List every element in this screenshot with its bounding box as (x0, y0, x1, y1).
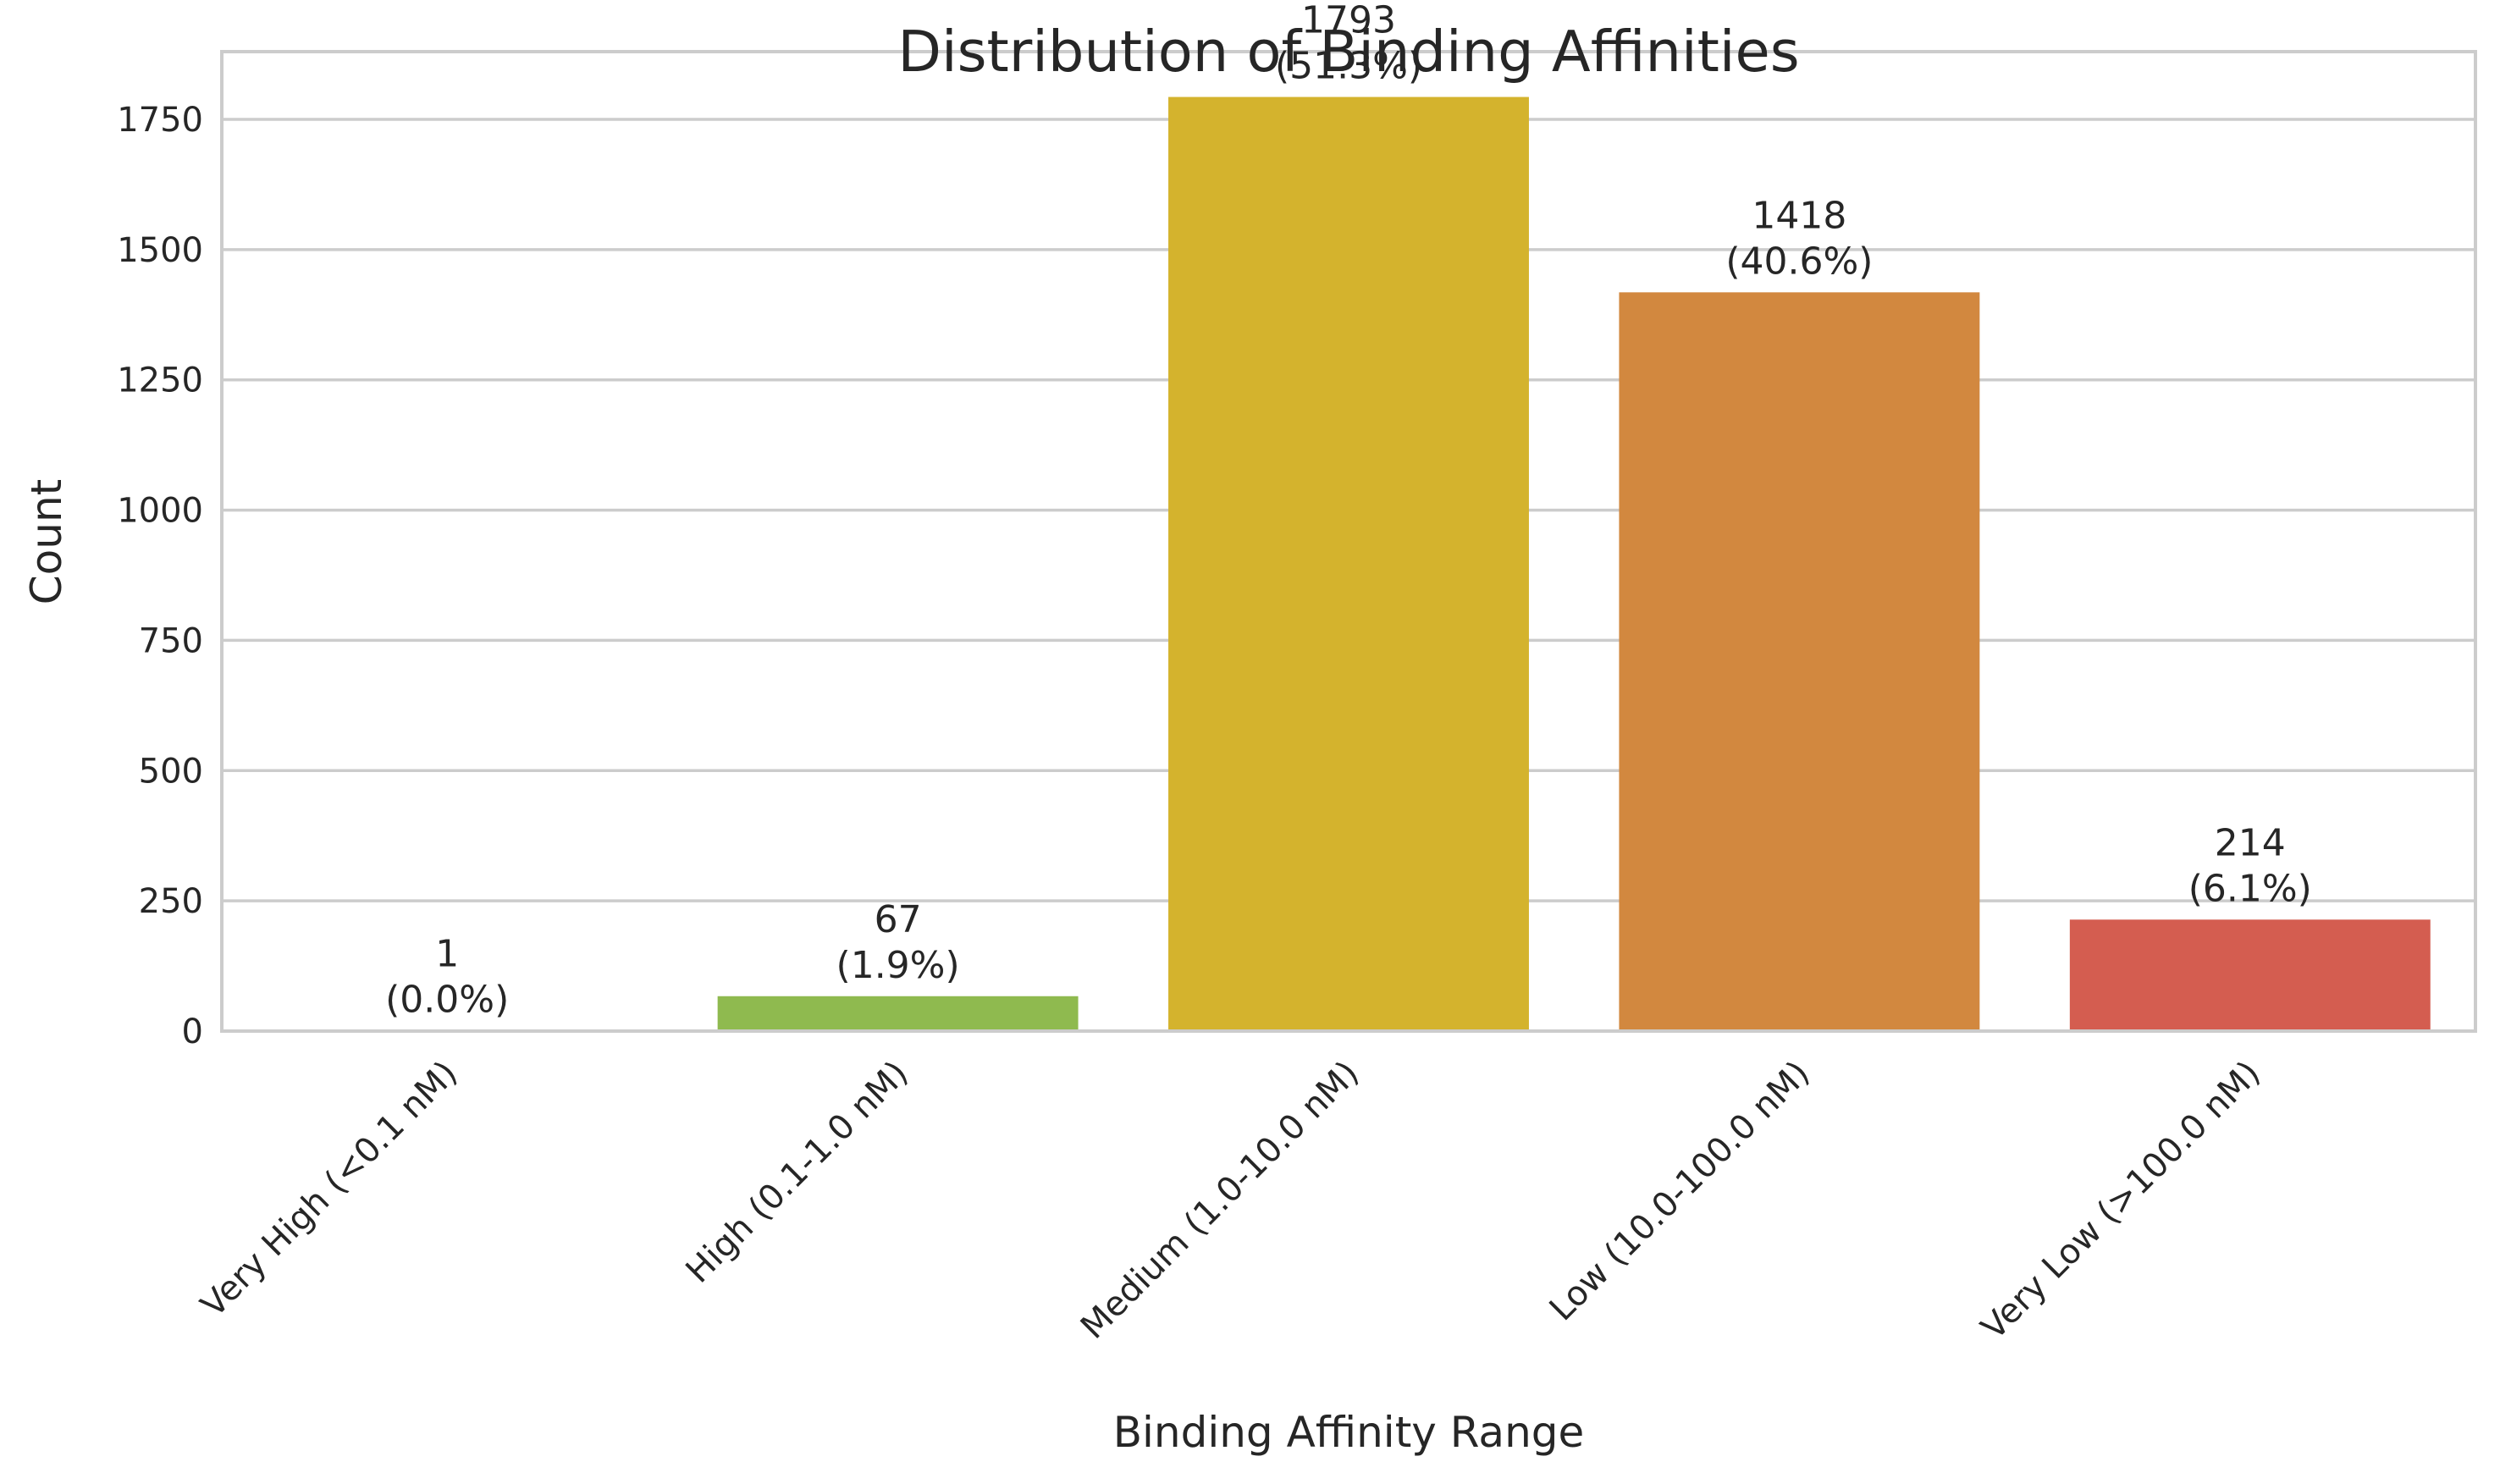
bar-value-labels: 1(0.0%) 67(1.9%) 1793(51.3%) 1418(40.6%) 214… (385, 0, 2312, 1021)
bar-4 (1619, 292, 1980, 1031)
bar-5 (2069, 919, 2431, 1031)
bar-percent-label: (0.0%) (385, 978, 509, 1021)
bar-value-label: 67 (875, 898, 922, 941)
y-tick-label: 750 (139, 621, 203, 660)
x-tick-label: Low (10.0-100.0 nM) (1542, 1054, 1818, 1329)
bar-percent-label: (40.6%) (1725, 240, 1873, 283)
bar-value-label: 1 (435, 932, 459, 975)
y-axis-ticks: 0 250 500 750 1000 1250 1500 1750 (117, 101, 203, 1051)
y-tick-label: 1000 (117, 492, 203, 531)
bar-percent-label: (6.1%) (2188, 867, 2312, 910)
bar-2 (717, 996, 1079, 1031)
plot-frame (220, 50, 2477, 1033)
bar-value-label: 1793 (1301, 0, 1396, 42)
y-tick-label: 1250 (117, 361, 203, 400)
y-tick-label: 500 (139, 752, 203, 791)
bar-value-label: 1418 (1752, 194, 1846, 237)
x-axis-ticks: Very High (<0.1 nM) High (0.1-1.0 nM) Medi… (194, 1054, 2268, 1348)
x-tick-label: High (0.1-1.0 nM) (679, 1054, 916, 1291)
chart-title: Distribution of Binding Affinities (897, 19, 1799, 85)
bar-percent-label: (51.3%) (1275, 45, 1422, 88)
y-tick-label: 1500 (117, 231, 203, 270)
x-tick-label: Very High (<0.1 nM) (194, 1054, 466, 1326)
bar-3 (1168, 97, 1529, 1032)
bar-value-label: 214 (2215, 821, 2286, 864)
x-tick-label: Medium (1.0-10.0 nM) (1073, 1054, 1366, 1347)
bars (267, 97, 2431, 1032)
y-tick-label: 250 (139, 882, 203, 921)
y-tick-label: 1750 (117, 101, 203, 140)
y-axis-label: Count (22, 479, 71, 605)
y-tick-label: 0 (182, 1012, 203, 1051)
x-axis-label: Binding Affinity Range (1113, 1408, 1585, 1457)
bar-percent-label: (1.9%) (836, 944, 960, 987)
x-tick-label: Very Low (>100.0 nM) (1974, 1054, 2268, 1348)
